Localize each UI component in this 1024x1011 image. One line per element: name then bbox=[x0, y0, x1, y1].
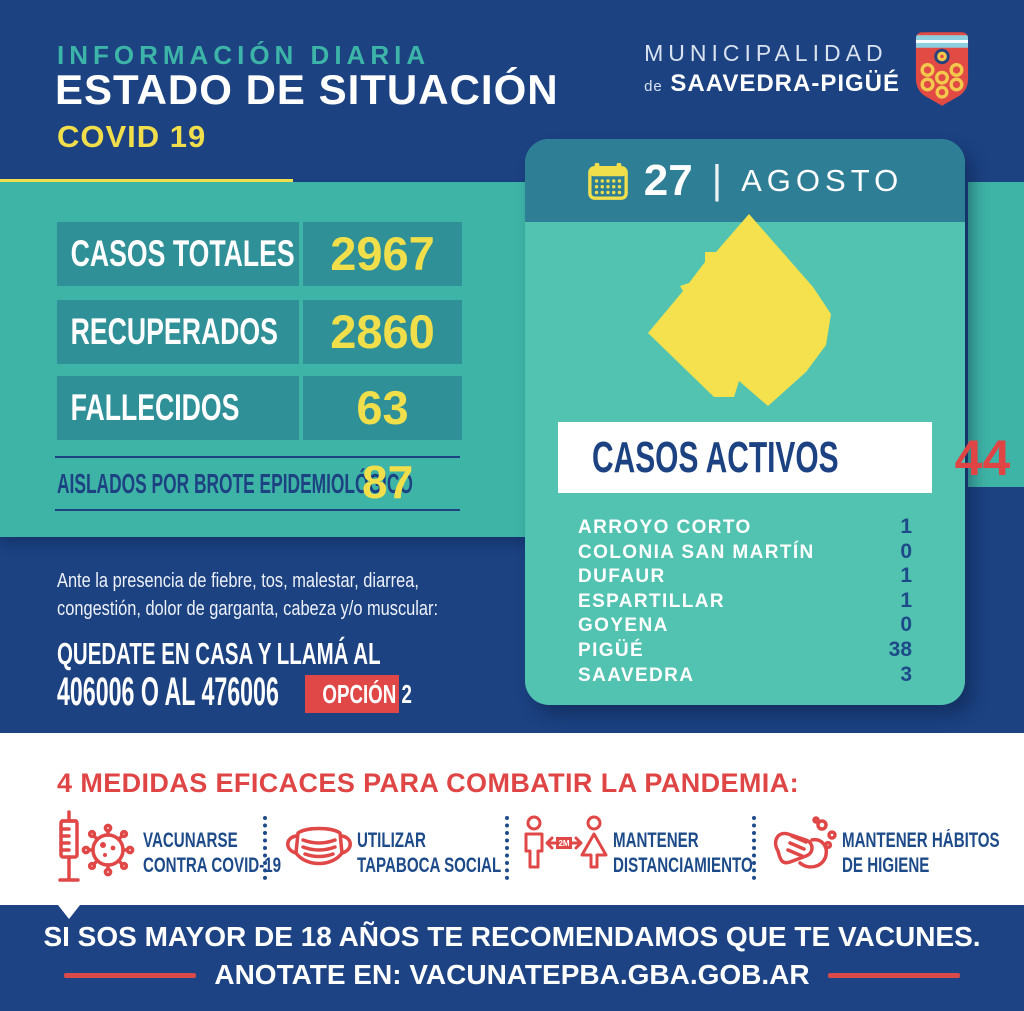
footer-line1: SI SOS MAYOR DE 18 AÑOS TE RECOMENDAMOS … bbox=[43, 921, 981, 952]
face-mask-icon bbox=[286, 826, 352, 866]
dotted-divider bbox=[505, 816, 509, 880]
right-teal-strip bbox=[968, 182, 1024, 487]
stat-label-casos-totales: CASOS TOTALES bbox=[57, 222, 299, 286]
municipality-shield-icon bbox=[915, 32, 969, 106]
measure-vaccinate-label: VACUNARSE CONTRA COVID-19 bbox=[143, 829, 282, 877]
social-distance-icon: 2M bbox=[524, 815, 608, 869]
active-cases-card: 27 | AGOSTO CASOS ACTIVOS 44 ARROYO CORT… bbox=[525, 139, 1010, 705]
dotted-divider bbox=[263, 816, 267, 880]
footer-line2: ANOTATE EN: VACUNATEPBA.GBA.GOB.AR bbox=[0, 959, 1024, 991]
isolated-label: AISLADOS POR BROTE EPIDEMIOLÓGICO bbox=[57, 468, 413, 499]
isolated-value: 87 bbox=[362, 456, 414, 508]
municipality-name: MUNICIPALIDAD de SAAVEDRA-PIGÜÉ bbox=[644, 40, 900, 98]
stay-home-cta-phones: 406006 O AL 476006 bbox=[57, 670, 279, 714]
measure-mask-label: UTILIZAR TAPABOCA SOCIAL bbox=[357, 829, 502, 877]
card-date-header: 27 | AGOSTO bbox=[525, 139, 965, 222]
option-2-badge: OPCIÓN 2 bbox=[305, 675, 412, 713]
symptoms-text-line2: congestión, dolor de garganta, cabeza y/… bbox=[57, 598, 439, 620]
red-rule-left bbox=[64, 972, 197, 978]
footer-signup-text: ANOTATE EN: VACUNATEPBA.GBA.GOB.AR bbox=[214, 959, 810, 990]
stat-label-recuperados: RECUPERADOS bbox=[57, 300, 299, 364]
measures-heading: 4 MEDIDAS EFICACES PARA COMBATIR LA PAND… bbox=[57, 768, 800, 798]
stat-value-recuperados: 2860 bbox=[303, 300, 462, 364]
date-day: 27 bbox=[643, 155, 693, 205]
town-row: PIGÜÉ 38 bbox=[578, 637, 912, 661]
page-title: ESTADO DE SITUACIÓN bbox=[55, 66, 559, 113]
measures-band-tail bbox=[58, 905, 80, 919]
dotted-divider bbox=[752, 816, 756, 880]
divider-line-top bbox=[55, 456, 460, 458]
footer-band: SI SOS MAYOR DE 18 AÑOS TE RECOMENDAMOS … bbox=[0, 905, 1024, 1011]
town-row: ESPARTILLAR 1 bbox=[578, 588, 912, 612]
divider-line-bottom bbox=[55, 509, 460, 511]
town-row: ARROYO CORTO 1 bbox=[578, 515, 912, 538]
measures-band: 4 MEDIDAS EFICACES PARA COMBATIR LA PAND… bbox=[0, 733, 1024, 905]
town-row: COLONIA SAN MARTÍN 0 bbox=[578, 539, 912, 563]
measure-hygiene-label: MANTENER HÁBITOS DE HIGIENE bbox=[842, 829, 1000, 877]
covid-subtitle: COVID 19 bbox=[57, 119, 207, 154]
stat-label-fallecidos: FALLECIDOS bbox=[57, 376, 299, 440]
date-separator: | bbox=[711, 158, 723, 202]
daily-info-kicker: INFORMACIÓN DIARIA bbox=[57, 40, 431, 70]
red-rule-right bbox=[827, 972, 960, 978]
stay-home-cta-line1: QUEDATE EN CASA Y LLAMÁ AL bbox=[57, 636, 381, 671]
towns-list: ARROYO CORTO 1 COLONIA SAN MARTÍN 0 DUFAUR… bbox=[578, 515, 912, 687]
stat-value-casos-totales: 2967 bbox=[303, 222, 462, 286]
active-cases-value: 44 bbox=[954, 429, 1011, 486]
distance-label: 2M bbox=[558, 839, 569, 848]
hand-washing-icon bbox=[773, 816, 837, 869]
municipality-district: de SAAVEDRA-PIGÜÉ bbox=[644, 70, 900, 97]
calendar-icon bbox=[587, 162, 628, 200]
municipality-word: MUNICIPALIDAD bbox=[644, 40, 888, 66]
active-cases-band: CASOS ACTIVOS 44 bbox=[558, 422, 1010, 493]
municipality-brand: MUNICIPALIDAD de SAAVEDRA-PIGÜÉ bbox=[644, 30, 970, 108]
symptoms-text-line1: Ante la presencia de fiebre, tos, malest… bbox=[57, 570, 419, 592]
measure-distance-label: MANTENER DISTANCIAMIENTO bbox=[613, 829, 753, 877]
syringe-virus-icon bbox=[58, 810, 135, 882]
vaccination-url: VACUNATEPBA.GBA.GOB.AR bbox=[409, 959, 810, 990]
town-row: SAAVEDRA 3 bbox=[578, 662, 912, 686]
town-row: DUFAUR 1 bbox=[578, 564, 912, 588]
town-row: GOYENA 0 bbox=[578, 613, 912, 637]
active-cases-label: CASOS ACTIVOS bbox=[592, 432, 839, 482]
stat-value-fallecidos: 63 bbox=[303, 376, 462, 440]
date-month: AGOSTO bbox=[741, 162, 904, 198]
